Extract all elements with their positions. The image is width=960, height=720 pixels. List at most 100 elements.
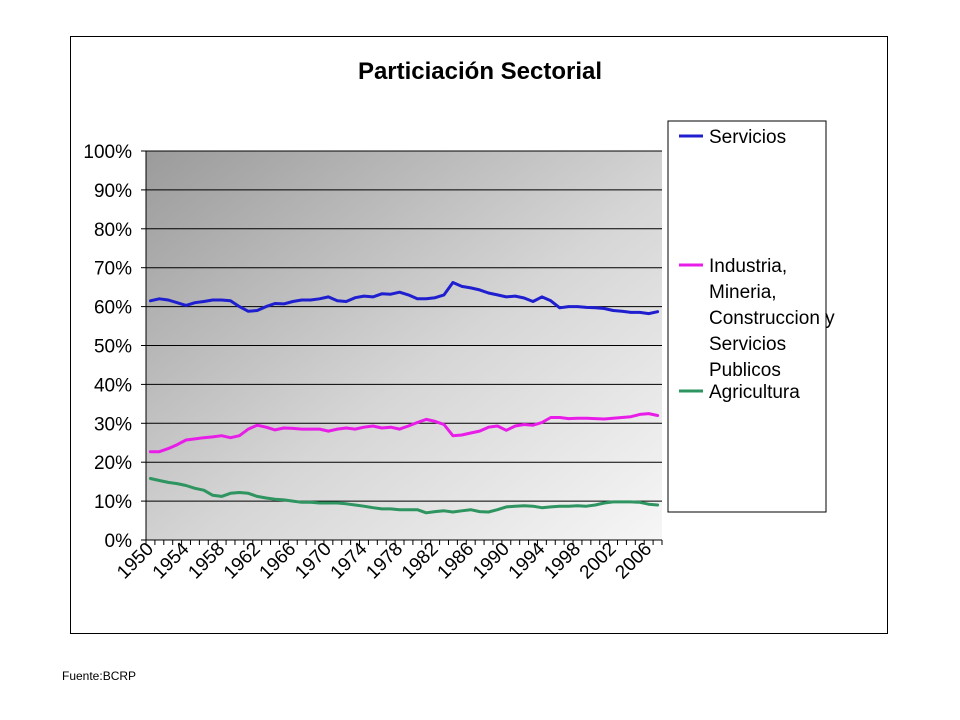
data-point (291, 499, 294, 503)
data-point (549, 505, 552, 509)
data-point (487, 510, 490, 514)
x-tick-label: 2002 (576, 539, 621, 584)
data-point (371, 295, 375, 299)
data-point (149, 477, 152, 480)
data-point (522, 504, 526, 507)
data-point (416, 508, 419, 511)
legend-box (667, 120, 827, 513)
data-point (451, 434, 455, 437)
y-tick-label: 80% (94, 220, 132, 241)
data-point (380, 426, 383, 430)
data-point (229, 436, 232, 439)
data-point (656, 310, 659, 313)
data-point (585, 504, 588, 508)
data-point (487, 425, 490, 429)
data-point (602, 417, 606, 421)
data-point (220, 298, 223, 302)
data-point (425, 418, 428, 421)
data-point (647, 503, 650, 506)
x-tick-label: 2006 (611, 539, 656, 584)
data-point (158, 297, 161, 301)
data-point (425, 511, 428, 514)
data-point (353, 296, 357, 299)
data-point (594, 417, 597, 420)
data-point (193, 301, 197, 304)
data-point (247, 310, 250, 313)
data-point (336, 427, 339, 431)
data-point (353, 427, 357, 431)
legend-label: Servicios (709, 127, 786, 148)
legend-label: Industria, (709, 256, 787, 277)
y-tick-label: 10% (94, 492, 132, 513)
data-point (478, 429, 481, 433)
data-point (398, 427, 401, 431)
data-point (629, 311, 633, 314)
data-point (602, 307, 606, 310)
data-point (327, 295, 330, 299)
data-point (389, 292, 392, 296)
data-point (167, 447, 170, 450)
data-point (594, 306, 597, 309)
data-point (238, 491, 241, 494)
data-point (620, 500, 624, 504)
data-point (380, 507, 383, 511)
data-point (576, 305, 579, 308)
data-point (496, 508, 499, 511)
data-point (407, 508, 410, 511)
data-point (638, 311, 641, 314)
data-point (211, 298, 214, 302)
data-point (638, 413, 641, 416)
data-point (184, 438, 188, 442)
data-point (264, 496, 268, 500)
data-point (620, 310, 624, 313)
plot-area: 0%10%20%30%40%50%60%70%80%90%100%1950195… (83, 142, 663, 584)
data-point (184, 484, 188, 487)
series-line-1 (148, 412, 660, 454)
data-point (531, 504, 535, 508)
data-point (522, 296, 526, 300)
data-point (300, 501, 303, 504)
data-point (202, 300, 206, 303)
data-point (318, 297, 321, 301)
data-point (540, 295, 544, 299)
y-tick-label: 90% (94, 181, 132, 202)
legend-label: Publicos (709, 360, 781, 381)
data-point (158, 479, 161, 482)
data-point (576, 504, 579, 507)
data-point (567, 417, 570, 420)
data-point (567, 305, 570, 308)
data-point (211, 494, 214, 497)
legend-label: Mineria, (709, 282, 777, 303)
data-point (300, 427, 303, 431)
data-point (549, 299, 552, 302)
data-point (620, 416, 624, 419)
x-tick-label: 1974 (327, 538, 372, 583)
data-point (309, 501, 312, 504)
data-point (282, 498, 286, 502)
data-point (451, 281, 455, 284)
data-point (202, 489, 206, 492)
data-point (425, 297, 428, 301)
data-point (175, 301, 179, 304)
x-tick-label: 1982 (398, 539, 443, 584)
data-point (451, 510, 455, 514)
data-point (238, 305, 241, 308)
data-point (344, 426, 348, 430)
data-point (389, 507, 392, 511)
data-point (585, 306, 588, 309)
data-point (149, 450, 152, 453)
y-tick-label: 50% (94, 337, 132, 358)
data-point (229, 299, 232, 302)
data-point (264, 305, 268, 308)
data-point (282, 302, 286, 306)
x-tick-label: 1986 (434, 539, 479, 584)
y-tick-label: 40% (94, 375, 132, 396)
data-point (460, 433, 464, 437)
data-point (193, 487, 197, 490)
x-tick-label: 1954 (149, 538, 194, 583)
data-point (505, 505, 508, 509)
data-point (273, 302, 277, 305)
data-point (247, 427, 250, 431)
data-point (291, 300, 294, 303)
data-point (344, 300, 348, 303)
